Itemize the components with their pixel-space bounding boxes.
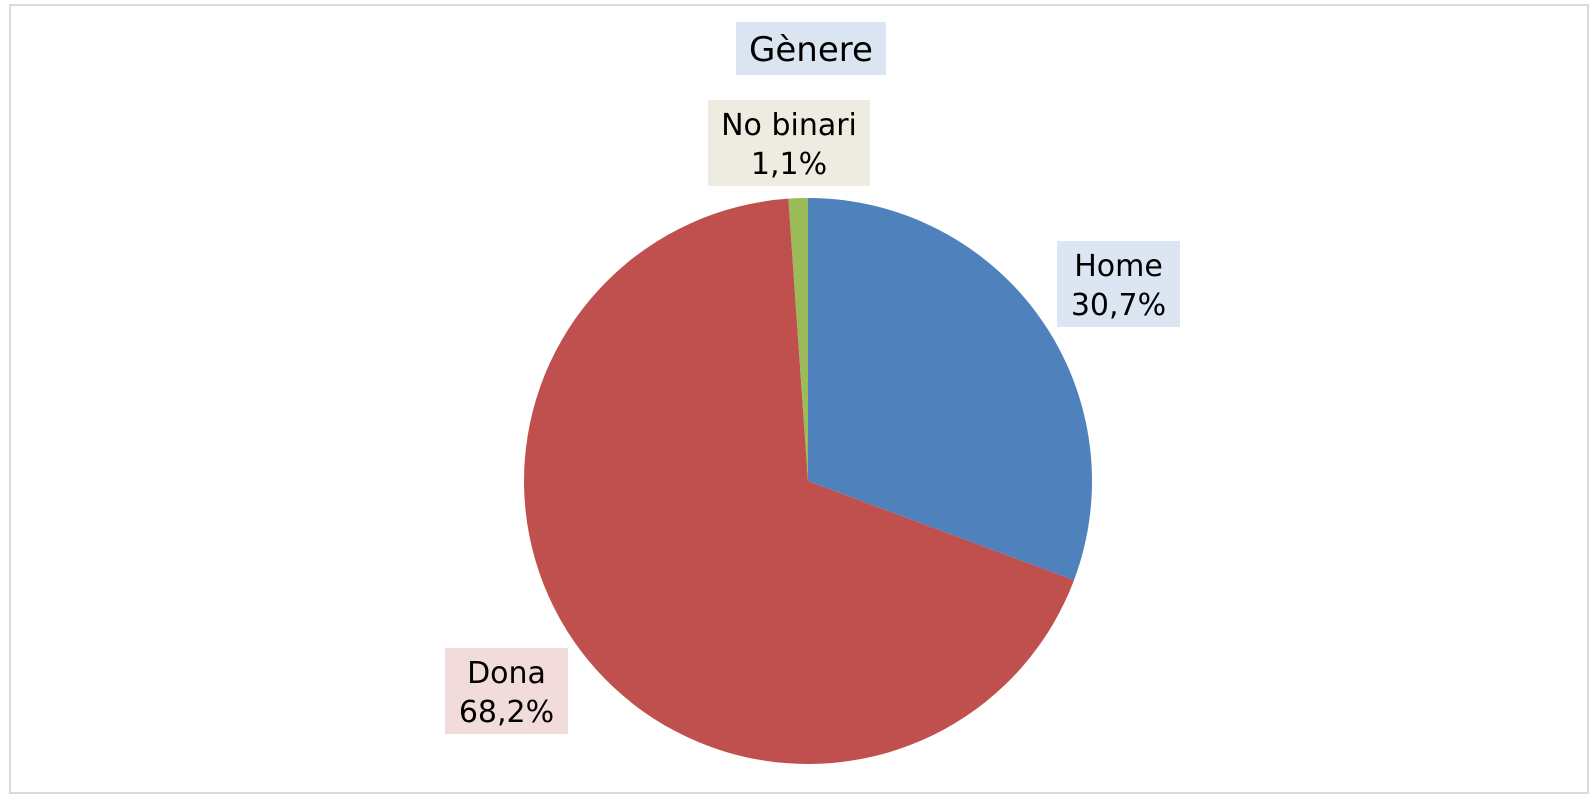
chart-title-background: [736, 22, 886, 75]
data-label-home: Home 30,7%: [1057, 241, 1180, 327]
pie-slice-dona: [523, 198, 1074, 765]
data-label-category: Dona: [467, 656, 546, 691]
pie-slice-home: [808, 198, 1092, 581]
chart-title-text: Gènere: [749, 30, 873, 70]
data-labels: Home 30,7% Dona 68,2% No binari 1,1%: [445, 100, 1180, 734]
data-label-category: No binari: [721, 108, 857, 143]
data-label-value: 30,7%: [1071, 288, 1166, 323]
data-label-dona: Dona 68,2%: [445, 648, 568, 734]
chart-title: Gènere: [736, 22, 886, 75]
data-label-no-binari: No binari 1,1%: [708, 100, 870, 186]
data-label-background: [445, 648, 568, 734]
data-label-category: Home: [1074, 249, 1163, 284]
data-label-value: 1,1%: [751, 147, 827, 182]
pie-slice-no-binari: [788, 198, 808, 481]
pie-slices: [523, 198, 1092, 765]
data-label-background: [1057, 241, 1180, 327]
data-label-background: [708, 100, 870, 186]
data-label-value: 68,2%: [459, 695, 554, 730]
